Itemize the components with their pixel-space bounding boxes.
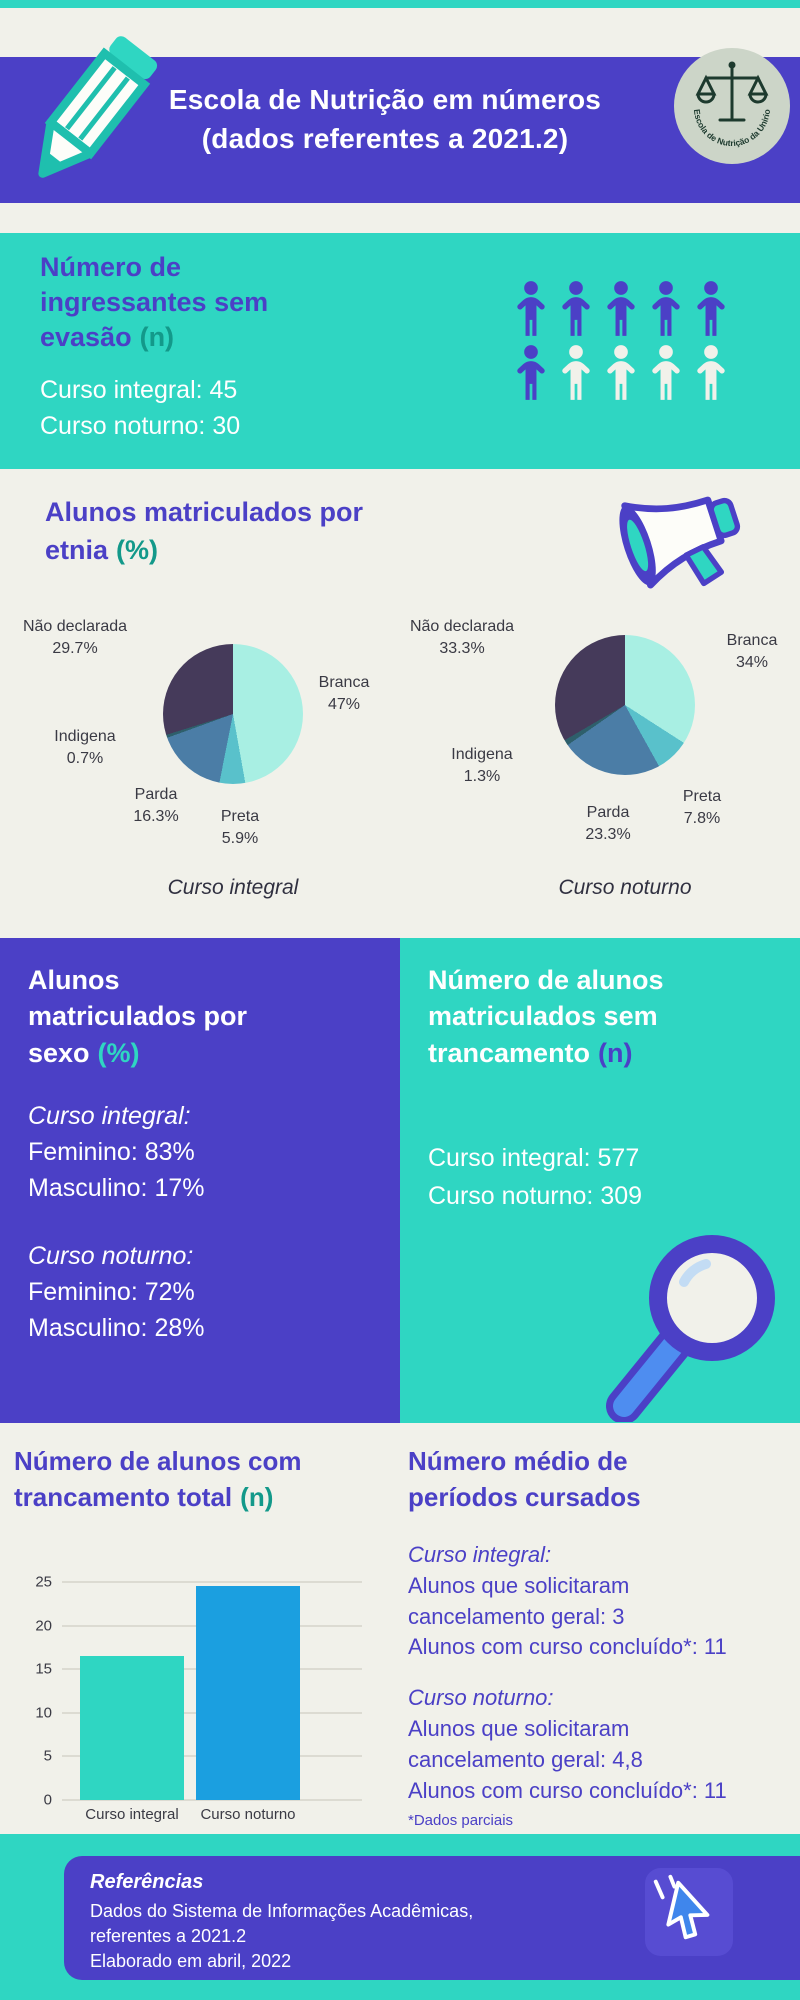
- periodos-block-integral: Curso integral: Alunos que solicitaram c…: [408, 1540, 792, 1663]
- sexo-noturno-values: Feminino: 72% Masculino: 28%: [28, 1278, 205, 1342]
- pie-label-preta: Preta 7.8%: [682, 788, 722, 828]
- sexo-block-integral: Curso integral: Feminino: 83% Masculino:…: [28, 1098, 204, 1206]
- periodos-noturno-values: Alunos que solicitaram cancelamento gera…: [408, 1715, 727, 1803]
- sem-trancamento-heading-unit: (n): [598, 1037, 633, 1068]
- pie-label-indigena: Indigena 1.3%: [451, 746, 513, 786]
- pie-label-nao-declarada: Não declarada 33.3%: [409, 618, 515, 658]
- etnia-heading-text: Alunos matriculados por etnia: [45, 497, 364, 565]
- bar-chart: 0 5 10 15 20 25 Curso integral Curso noturno: [16, 1573, 364, 1832]
- periodos-integral-label: Curso integral:: [408, 1542, 552, 1567]
- references-text: Dados do Sistema de Informações Acadêmic…: [90, 1901, 474, 1971]
- x-label-curso-integral: Curso integral: [85, 1806, 179, 1823]
- etnia-heading: Alunos matriculados por etnia (%): [45, 494, 363, 570]
- pie-chart-curso-noturno: [555, 635, 695, 775]
- sem-trancamento-heading-text: Número de alunos matriculados sem tranca…: [428, 965, 664, 1068]
- bar-chart-y-axis: 0 5 10 15 20 25: [35, 1573, 52, 1809]
- pie-label-nao-declarada: Não declarada 29.7%: [22, 618, 128, 658]
- ingressantes-heading-text: Número de ingressantes sem evasão: [40, 252, 269, 353]
- pencil-icon: [0, 20, 183, 210]
- pie-caption-curso-noturno: Curso noturno: [558, 876, 692, 899]
- person-icon: [692, 280, 730, 337]
- person-icon: [602, 344, 640, 401]
- pie-label-parda: Parda 23.3%: [585, 804, 631, 844]
- person-icon: [557, 280, 595, 337]
- person-icon: [602, 280, 640, 337]
- periodos-noturno-label: Curso noturno:: [408, 1685, 554, 1711]
- people-pictograph: [512, 280, 730, 401]
- ingressantes-heading-unit: (n): [139, 322, 175, 353]
- pie-label-branca: Branca 34%: [726, 632, 778, 672]
- scales-icon: [695, 66, 769, 122]
- pie-chart-curso-integral: [163, 644, 303, 784]
- school-logo: Escola de Nutrição da Unirio: [672, 46, 792, 166]
- bar-chart-bars: [62, 1582, 362, 1800]
- x-label-curso-noturno: Curso noturno: [200, 1806, 296, 1823]
- pie-label-parda: Parda 16.3%: [133, 786, 179, 826]
- sexo-block-noturno: Curso noturno: Feminino: 72% Masculino: …: [28, 1238, 204, 1346]
- periodos-stats: Curso integral: Alunos que solicitaram c…: [408, 1540, 792, 1831]
- references-title: Referências: [90, 1871, 204, 1893]
- person-icon: [557, 344, 595, 401]
- periodos-heading: Número médio de períodos cursados: [408, 1446, 641, 1513]
- person-icon: [692, 344, 730, 401]
- sexo-heading-unit: (%): [97, 1037, 140, 1068]
- periodos-footnote: *Dados parciais: [408, 1812, 514, 1830]
- ingressantes-heading: Número de ingressantes sem evasão (n): [40, 250, 268, 355]
- sexo-integral-values: Feminino: 83% Masculino: 17%: [28, 1138, 205, 1202]
- sem-trancamento-heading: Número de alunos matriculados sem tranca…: [428, 962, 664, 1071]
- person-icon: [512, 344, 550, 401]
- sem-trancamento-stats: Curso integral: 577 Curso noturno: 309: [428, 1144, 643, 1210]
- bar-curso-noturno: [196, 1586, 300, 1800]
- periodos-block-noturno: Curso noturno: Alunos que solicitaram ca…: [408, 1683, 792, 1806]
- etnia-heading-unit: (%): [116, 534, 159, 565]
- sexo-noturno-label: Curso noturno:: [28, 1242, 194, 1270]
- section-sexo: [0, 938, 400, 1423]
- magnifying-glass-icon: [596, 1222, 796, 1424]
- ingressantes-stats: Curso integral: 45 Curso noturno: 30: [40, 376, 241, 441]
- pie-label-branca: Branca 47%: [318, 674, 370, 714]
- bar-curso-integral: [80, 1656, 184, 1800]
- pie-label-indigena: Indigena 0.7%: [54, 728, 116, 768]
- sexo-heading-text: Alunos matriculados por sexo: [28, 965, 248, 1068]
- cursor-icon: [645, 1868, 733, 1956]
- megaphone-icon: [598, 460, 783, 615]
- bar-chart-x-labels: Curso integral Curso noturno: [62, 1806, 362, 1823]
- top-accent-strip: [0, 0, 800, 8]
- pie-caption-curso-integral: Curso integral: [167, 876, 299, 899]
- sexo-heading: Alunos matriculados por sexo (%): [28, 962, 247, 1071]
- person-icon: [512, 280, 550, 337]
- page-title: Escola de Nutrição em números (dados ref…: [168, 84, 602, 155]
- bar-chart-plot: [62, 1581, 362, 1801]
- person-icon: [647, 344, 685, 401]
- sexo-stats: Curso integral: Feminino: 83% Masculino:…: [28, 1098, 204, 1346]
- trancamento-total-heading-unit: (n): [240, 1482, 274, 1513]
- trancamento-total-heading-text: Número de alunos com trancamento total: [14, 1446, 302, 1513]
- sexo-integral-label: Curso integral:: [28, 1102, 191, 1130]
- trancamento-total-heading: Número de alunos com trancamento total (n…: [14, 1443, 302, 1516]
- periodos-integral-values: Alunos que solicitaram cancelamento gera…: [408, 1572, 727, 1660]
- pie-label-preta: Preta 5.9%: [220, 808, 260, 848]
- person-icon: [647, 280, 685, 337]
